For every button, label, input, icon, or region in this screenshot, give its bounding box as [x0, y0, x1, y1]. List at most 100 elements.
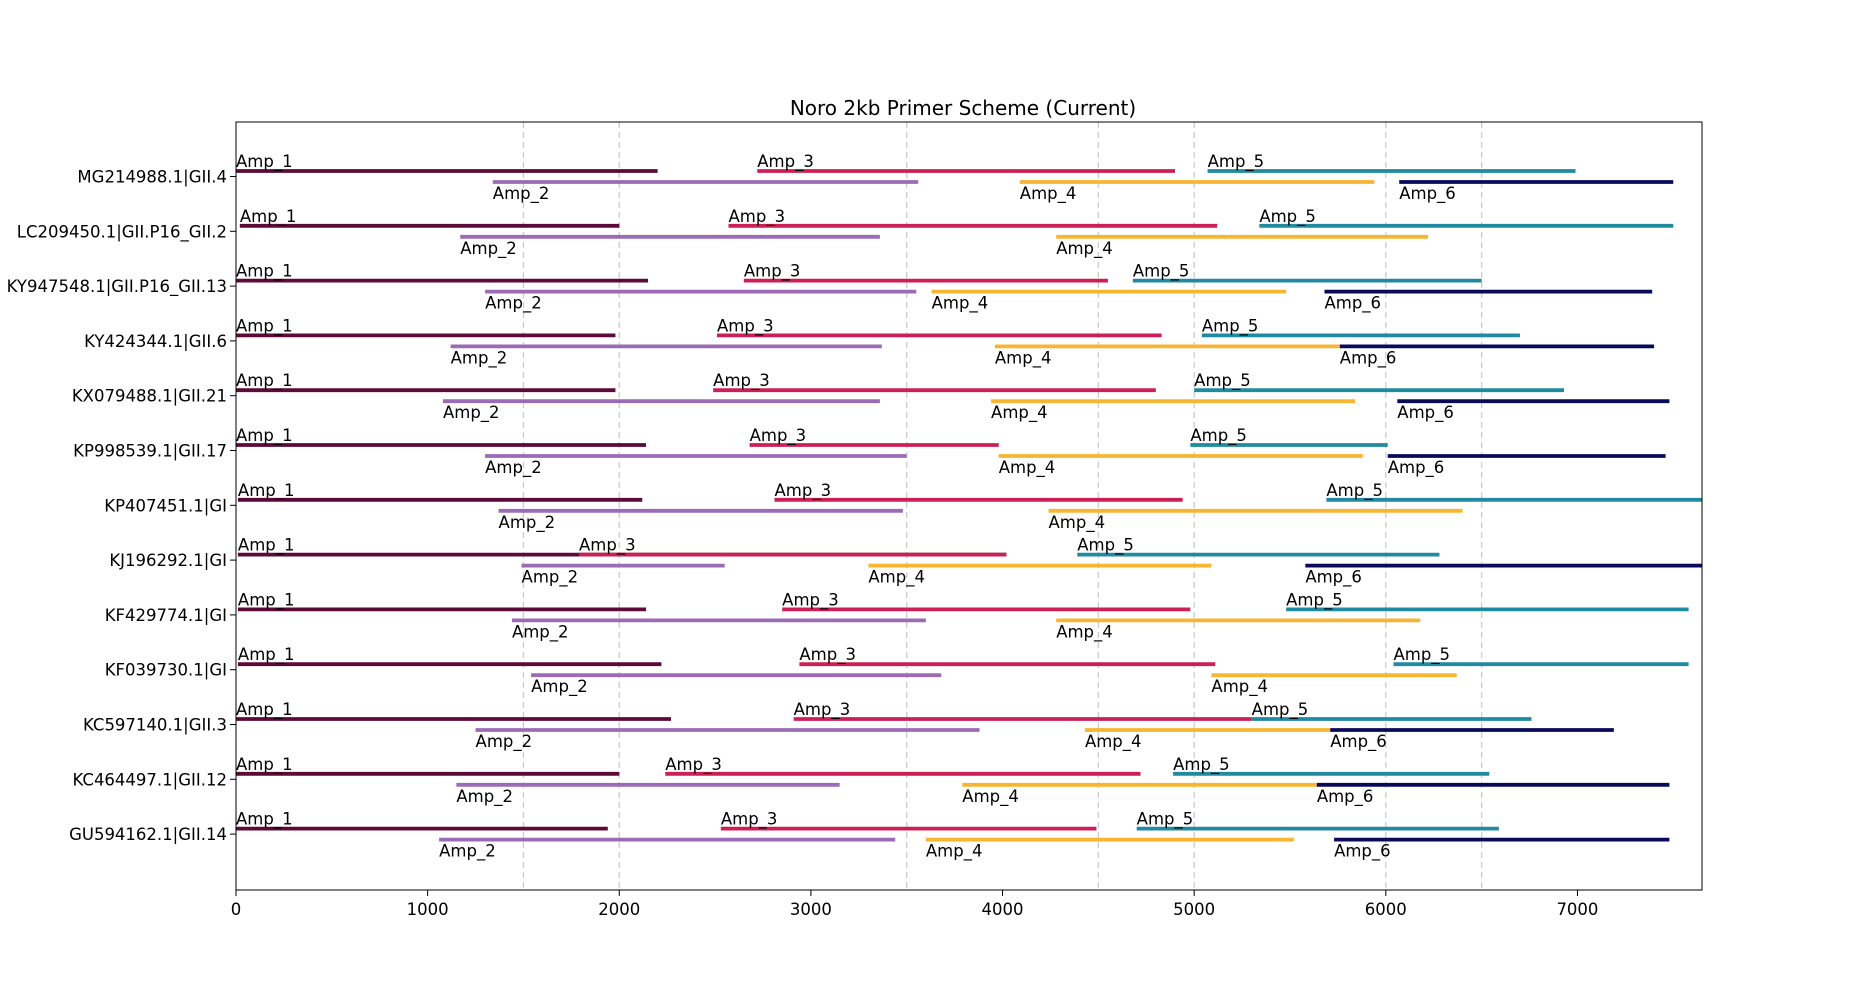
amplicon-label: Amp_6	[1317, 787, 1374, 807]
amplicon-label: Amp_4	[1049, 513, 1106, 533]
amplicon-label: Amp_4	[995, 348, 1052, 368]
x-tick-label: 0	[231, 900, 242, 919]
amplicon-label: Amp_4	[991, 403, 1048, 423]
amplicon-label: Amp_4	[926, 842, 983, 862]
amplicon-label: Amp_4	[1211, 677, 1268, 697]
amplicon-label: Amp_3	[665, 755, 722, 775]
amplicon-bars	[236, 169, 1702, 842]
amplicon-label: Amp_1	[238, 645, 295, 665]
amplicon-label: Amp_1	[236, 316, 293, 336]
x-axis: 0 1000 2000 3000 4000 5000 6000 7000	[231, 890, 1598, 919]
y-tick-label: MG214988.1|GII.4	[77, 168, 227, 187]
amplicon-label: Amp_1	[238, 536, 295, 556]
amplicon-label: Amp_6	[1399, 184, 1456, 204]
y-tick-label: KF039730.1|GI	[105, 661, 227, 680]
amplicon-label: Amp_1	[236, 755, 293, 775]
y-tick-label: KP998539.1|GII.17	[73, 442, 227, 461]
amplicon-label: Amp_3	[774, 481, 831, 501]
amplicon-label: Amp_1	[236, 810, 293, 830]
amplicon-label: Amp_3	[782, 590, 839, 610]
amplicon-label: Amp_3	[799, 645, 856, 665]
amplicon-label: Amp_2	[451, 348, 508, 368]
amplicon-label: Amp_6	[1305, 568, 1362, 588]
amplicon-label: Amp_5	[1208, 152, 1265, 172]
amplicon-label: Amp_1	[236, 700, 293, 720]
y-tick-label: KY424344.1|GII.6	[84, 332, 227, 351]
amplicon-label: Amp_2	[499, 513, 556, 533]
x-tick-label: 4000	[982, 900, 1024, 919]
amplicon-label: Amp_3	[794, 700, 851, 720]
amplicon-label: Amp_1	[236, 262, 293, 282]
amplicon-label: Amp_3	[717, 316, 774, 336]
amplicon-label: Amp_6	[1397, 403, 1454, 423]
x-tick-label: 6000	[1365, 900, 1407, 919]
amplicon-label: Amp_3	[713, 371, 770, 391]
y-axis: MG214988.1|GII.4 LC209450.1|GII.P16_GII.2…	[7, 168, 236, 844]
amplicon-label: Amp_4	[1056, 239, 1113, 259]
x-tick-label: 3000	[790, 900, 832, 919]
amplicon-label: Amp_4	[1020, 184, 1077, 204]
x-tick-label: 7000	[1556, 900, 1598, 919]
amplicon-label: Amp_5	[1190, 426, 1247, 446]
amplicon-label: Amp_6	[1324, 294, 1381, 314]
amplicon-label: Amp_2	[476, 732, 533, 752]
amplicon-label: Amp_6	[1330, 732, 1387, 752]
amplicon-label: Amp_4	[868, 568, 925, 588]
amplicon-label: Amp_6	[1334, 842, 1391, 862]
y-tick-label: GU594162.1|GII.14	[69, 825, 227, 844]
amplicon-label: Amp_2	[531, 677, 588, 697]
y-tick-label: KC597140.1|GII.3	[83, 716, 227, 735]
amplicon-label: Amp_5	[1393, 645, 1450, 665]
amplicon-label: Amp_2	[485, 458, 542, 478]
amplicon-label: Amp_5	[1326, 481, 1383, 501]
amplicon-label: Amp_5	[1173, 755, 1230, 775]
plot-frame	[235, 121, 1703, 891]
y-tick-label: LC209450.1|GII.P16_GII.2	[17, 222, 227, 242]
amplicon-label: Amp_5	[1286, 590, 1343, 610]
x-tick-label: 5000	[1173, 900, 1215, 919]
amplicon-label: Amp_4	[999, 458, 1056, 478]
x-tick-label: 2000	[598, 900, 640, 919]
amplicon-label: Amp_1	[236, 426, 293, 446]
amplicon-label: Amp_6	[1340, 348, 1397, 368]
amplicon-label: Amp_2	[493, 184, 550, 204]
x-tick-label: 1000	[407, 900, 449, 919]
amplicon-label: Amp_2	[512, 622, 569, 642]
amplicon-labels: Amp_1Amp_2Amp_3Amp_4Amp_5Amp_6Amp_1Amp_2…	[236, 152, 1456, 862]
y-tick-label: KF429774.1|GI	[105, 606, 227, 625]
y-tick-label: KC464497.1|GII.12	[73, 770, 228, 789]
amplicon-label: Amp_2	[456, 787, 513, 807]
amplicon-label: Amp_5	[1194, 371, 1251, 391]
amplicon-label: Amp_2	[460, 239, 517, 259]
amplicon-label: Amp_2	[439, 842, 496, 862]
amplicon-label: Amp_5	[1252, 700, 1309, 720]
amplicon-label: Amp_5	[1077, 536, 1134, 556]
amplicon-label: Amp_1	[236, 371, 293, 391]
y-tick-label: KJ196292.1|GI	[109, 551, 227, 570]
y-tick-label: KX079488.1|GII.21	[72, 387, 227, 406]
amplicon-label: Amp_4	[932, 294, 989, 314]
amplicon-label: Amp_5	[1202, 316, 1259, 336]
amplicon-label: Amp_3	[750, 426, 807, 446]
amplicon-label: Amp_2	[485, 294, 542, 314]
amplicon-label: Amp_3	[579, 536, 636, 556]
y-tick-label: KP407451.1|GI	[104, 496, 227, 515]
amplicon-label: Amp_6	[1388, 458, 1445, 478]
reference-lines	[522, 122, 1483, 890]
amplicon-label: Amp_3	[744, 262, 801, 282]
amplicon-label: Amp_1	[238, 590, 295, 610]
amplicon-label: Amp_3	[721, 810, 778, 830]
amplicon-label: Amp_1	[238, 481, 295, 501]
amplicon-label: Amp_2	[522, 568, 579, 588]
amplicon-label: Amp_1	[236, 152, 293, 172]
amplicon-label: Amp_4	[1085, 732, 1142, 752]
amplicon-label: Amp_5	[1137, 810, 1194, 830]
chart-title: Noro 2kb Primer Scheme (Current)	[790, 96, 1136, 120]
amplicon-label: Amp_3	[757, 152, 814, 172]
amplicon-label: Amp_5	[1259, 207, 1316, 227]
amplicon-label: Amp_5	[1133, 262, 1190, 282]
amplicon-label: Amp_1	[240, 207, 297, 227]
amplicon-label: Amp_4	[1056, 622, 1113, 642]
amplicon-label: Amp_4	[962, 787, 1019, 807]
